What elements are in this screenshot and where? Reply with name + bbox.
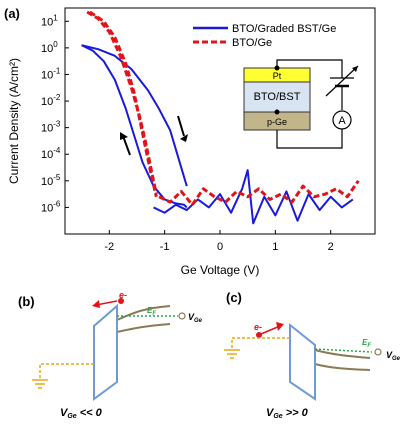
y-tick-label: 10-2 — [41, 93, 61, 108]
ground-lead-c — [231, 337, 290, 350]
legend-label-graded: BTO/Graded BST/Ge — [232, 23, 336, 35]
x-tick-label: 1 — [272, 241, 278, 253]
ammeter-label: A — [338, 115, 346, 127]
band-diagram-b: VGe EF e- VGe << 0 — [32, 290, 203, 420]
x-axis-label: Ge Voltage (V) — [181, 263, 260, 277]
valence-band-upper-c — [314, 349, 371, 359]
device-inset: Pt BTO/BST p-Ge A — [243, 59, 359, 149]
series-0-noise — [153, 169, 354, 225]
x-tick-label: 2 — [328, 241, 334, 253]
legend: BTO/Graded BST/Ge BTO/Ge — [193, 23, 336, 49]
sweep-arrow-up — [120, 132, 131, 156]
y-tick-label: 10-4 — [41, 146, 61, 161]
bto-bst-layer — [243, 81, 311, 113]
fermi-level-c — [314, 348, 373, 353]
ef-label-b: EF — [147, 306, 156, 317]
vge-label-c: VGe — [386, 350, 401, 362]
electron-b — [118, 298, 124, 304]
y-tick-label: 100 — [41, 40, 58, 55]
y-tick-label: 10-6 — [41, 199, 61, 214]
y-tick-label: 101 — [41, 13, 58, 28]
x-tick-label: -2 — [104, 241, 114, 253]
panel-label-b: (b) — [18, 294, 35, 309]
valence-band-upper-b — [116, 305, 171, 321]
sweep-arrow-down — [177, 115, 188, 142]
ground-lead-b — [39, 363, 94, 380]
ge-terminal-b — [178, 312, 186, 320]
barrier-c — [289, 322, 316, 401]
series-1-noise — [158, 179, 360, 207]
y-tick-label: 10-1 — [41, 66, 61, 81]
bto-bst-label: BTO/BST — [254, 91, 301, 103]
valence-band-lower-b — [116, 323, 171, 333]
vge-label-b: VGe — [188, 312, 203, 324]
variable-arrow — [325, 65, 359, 97]
series-layer — [81, 10, 360, 225]
caption-c: VGe >> 0 — [266, 407, 309, 420]
x-tick-label: 0 — [217, 241, 223, 253]
series-0-branch-1 — [81, 44, 188, 187]
valence-band-lower-c — [314, 363, 371, 371]
electron-arrow-c — [260, 325, 281, 335]
ef-label-c: EF — [362, 338, 371, 349]
panel-label-c: (c) — [226, 290, 242, 305]
y-tick-label: 10-3 — [41, 120, 61, 135]
electron-c — [256, 332, 262, 338]
panel-label-a: (a) — [4, 6, 20, 21]
pge-label: p-Ge — [267, 117, 287, 127]
electron-label-c: e- — [254, 322, 262, 332]
ge-terminal-c — [374, 348, 382, 356]
barrier-b — [93, 303, 118, 401]
series-0-branch-0 — [81, 44, 188, 209]
y-axis-ticks: 101 100 10-1 10-2 10-3 10-4 10-5 10-6 — [41, 13, 69, 214]
series-1-branch-0 — [86, 10, 158, 195]
caption-b: VGe << 0 — [60, 407, 103, 420]
iv-chart: 101 100 10-1 10-2 10-3 10-4 10-5 10-6 -2 -1 0 1 2 G… — [7, 7, 376, 277]
x-axis-ticks: -2 -1 0 1 2 — [104, 230, 334, 253]
x-tick-label: -1 — [160, 241, 170, 253]
series-1-branch-1 — [89, 10, 158, 198]
y-tick-label: 10-5 — [41, 173, 61, 188]
y-axis-label: Current Density (A/cm²) — [7, 58, 21, 184]
electron-label-b: e- — [119, 290, 127, 300]
pt-label: Pt — [273, 71, 282, 81]
legend-label-bto: BTO/Ge — [232, 37, 272, 49]
band-diagram-c: VGe EF e- VGe >> 0 — [224, 322, 401, 420]
